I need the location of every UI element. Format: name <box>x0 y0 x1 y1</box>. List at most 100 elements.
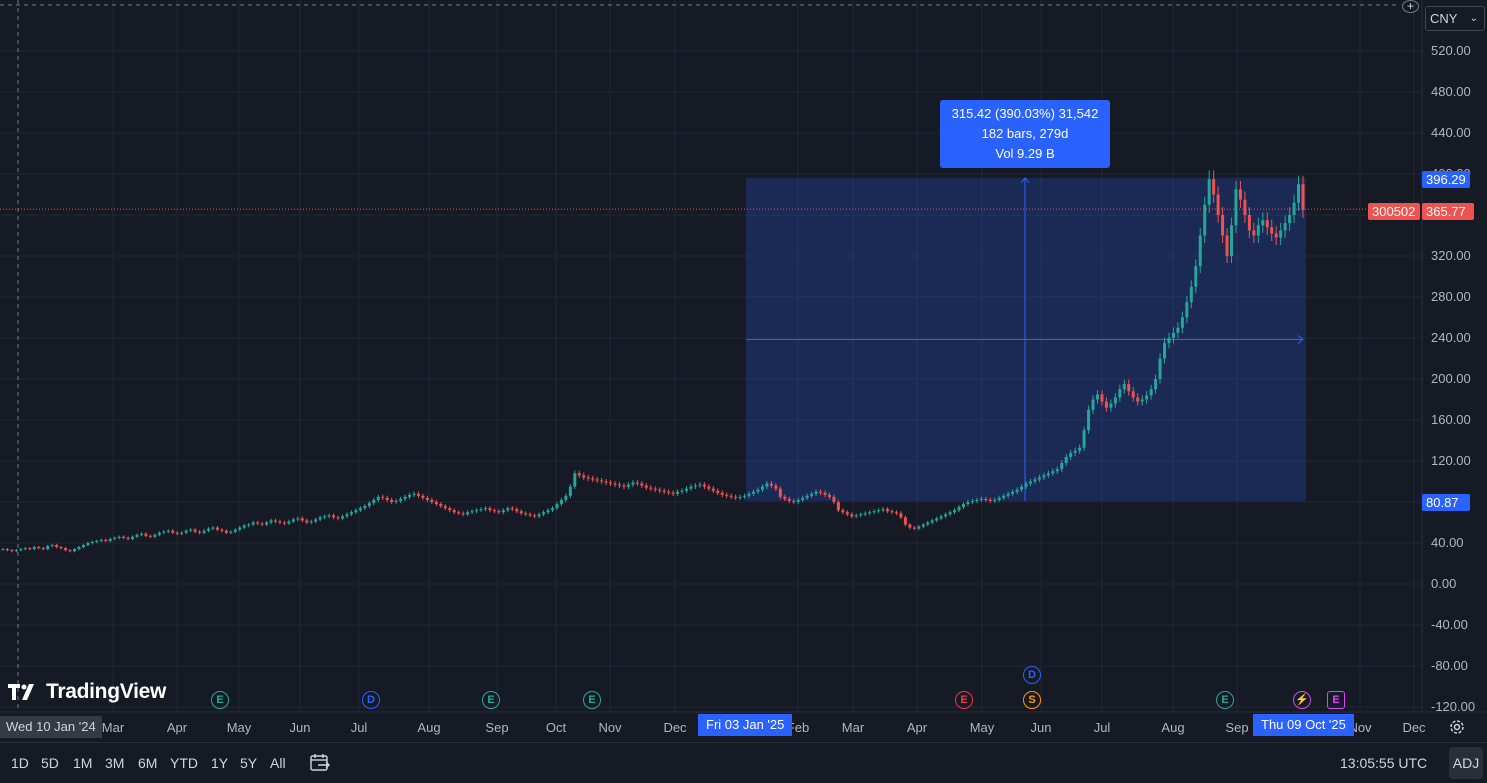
adj-toggle-button[interactable]: ADJ <box>1449 747 1483 779</box>
gear-icon[interactable] <box>1448 718 1466 736</box>
candle-body <box>756 489 760 492</box>
candle-body <box>349 512 353 515</box>
candle-body <box>1033 479 1037 482</box>
range-button-1m[interactable]: 1M <box>73 755 93 771</box>
candle-body <box>783 496 787 499</box>
candle-body <box>23 548 27 550</box>
price-axis-label: 0.00 <box>1431 576 1456 591</box>
candle-body <box>390 499 394 502</box>
candle-body <box>1118 389 1122 398</box>
range-button-5d[interactable]: 5D <box>41 755 59 771</box>
candle-body <box>685 488 689 491</box>
candle-body <box>434 502 438 505</box>
candle-body <box>903 517 907 525</box>
time-axis-label: Mar <box>102 720 125 735</box>
candle-body <box>1261 220 1265 226</box>
candle-body <box>14 550 18 552</box>
range-button-all[interactable]: All <box>270 755 286 771</box>
candle-body <box>935 518 939 521</box>
range-button-ytd[interactable]: YTD <box>170 755 198 771</box>
candle-body <box>135 534 139 537</box>
candle-body <box>412 493 416 495</box>
candle-body <box>363 506 367 509</box>
range-button-1y[interactable]: 1Y <box>211 755 229 771</box>
candle-body <box>193 529 197 532</box>
candle-body <box>819 491 823 493</box>
chart-area[interactable]: 520.00480.00440.00400.00360.00320.00280.… <box>0 0 1487 742</box>
range-button-5y[interactable]: 5Y <box>240 755 258 771</box>
candle-body <box>10 550 14 552</box>
candle-body <box>206 528 210 531</box>
candle-body <box>827 494 831 497</box>
candle-body <box>64 548 68 551</box>
event-marker-news[interactable]: ⚡ <box>1293 691 1311 709</box>
candle-body <box>890 511 894 513</box>
candle-body <box>1 549 5 551</box>
candle-body <box>198 531 202 533</box>
event-marker-earnings[interactable]: E <box>955 691 973 709</box>
candle-body <box>653 488 657 490</box>
candle-body <box>139 533 143 535</box>
candle-body <box>765 483 769 487</box>
event-marker-dividend[interactable]: D <box>1023 666 1041 684</box>
event-marker-split[interactable]: S <box>1023 691 1041 709</box>
candle-body <box>533 515 537 517</box>
crosshair-date-label: Wed 10 Jan '24 <box>0 716 102 738</box>
event-marker-earnings[interactable]: E <box>1327 691 1345 709</box>
candle-body <box>577 473 581 476</box>
candle-body <box>805 495 809 498</box>
candle-body <box>425 497 429 500</box>
time-axis-label: Nov <box>1348 720 1372 735</box>
candle-body <box>470 511 474 513</box>
calendar-goto-icon[interactable] <box>309 753 331 773</box>
tradingview-logo[interactable]: TradingView <box>8 680 166 704</box>
candle-body <box>658 489 662 491</box>
candle-body <box>988 499 992 501</box>
price-chart[interactable]: 520.00480.00440.00400.00360.00320.00280.… <box>0 0 1487 742</box>
event-marker-earnings[interactable]: E <box>1216 691 1234 709</box>
candle-body <box>242 525 246 528</box>
candle-body <box>1028 481 1032 484</box>
candle-body <box>930 520 934 523</box>
candle-body <box>305 520 309 523</box>
candle-body <box>814 491 818 494</box>
candle-body <box>399 498 403 501</box>
candle-body <box>1265 220 1269 228</box>
candle-body <box>224 530 228 533</box>
price-axis-label: 240.00 <box>1431 330 1471 345</box>
candle-body <box>336 517 340 519</box>
candle-body <box>1243 199 1247 215</box>
event-marker-earnings[interactable]: E <box>211 691 229 709</box>
candle-body <box>354 510 358 513</box>
candle-body <box>1037 477 1041 480</box>
candle-body <box>667 491 671 493</box>
range-button-1d[interactable]: 1D <box>11 755 29 771</box>
candle-body <box>774 485 778 489</box>
event-marker-dividend[interactable]: D <box>362 691 380 709</box>
measure-bars: 182 bars, 279d <box>981 126 1069 141</box>
chevron-down-icon: ⌄ <box>1469 13 1478 24</box>
candle-body <box>1078 447 1082 451</box>
add-indicator-button[interactable]: + <box>1402 0 1419 13</box>
utc-clock[interactable]: 13:05:55 UTC <box>1340 755 1428 771</box>
candle-body <box>117 536 121 538</box>
candle-body <box>631 482 635 485</box>
measure-start-date: Fri 03 Jan '25 <box>698 714 793 736</box>
candle-body <box>778 488 782 497</box>
candle-body <box>939 516 943 519</box>
candle-body <box>711 488 715 491</box>
event-marker-earnings[interactable]: E <box>482 691 500 709</box>
candle-body <box>341 516 345 519</box>
candle-body <box>613 483 617 485</box>
time-axis-label: May <box>227 720 252 735</box>
time-axis-label: Jun <box>1031 720 1052 735</box>
candle-body <box>832 496 836 502</box>
candle-body <box>760 486 764 490</box>
candle-body <box>5 549 9 551</box>
candle-body <box>1131 391 1135 398</box>
event-marker-earnings[interactable]: E <box>583 691 601 709</box>
currency-select[interactable]: CNY ⌄ <box>1425 6 1485 31</box>
range-button-3m[interactable]: 3M <box>105 755 125 771</box>
range-button-6m[interactable]: 6M <box>138 755 158 771</box>
time-axis-label: Nov <box>598 720 622 735</box>
